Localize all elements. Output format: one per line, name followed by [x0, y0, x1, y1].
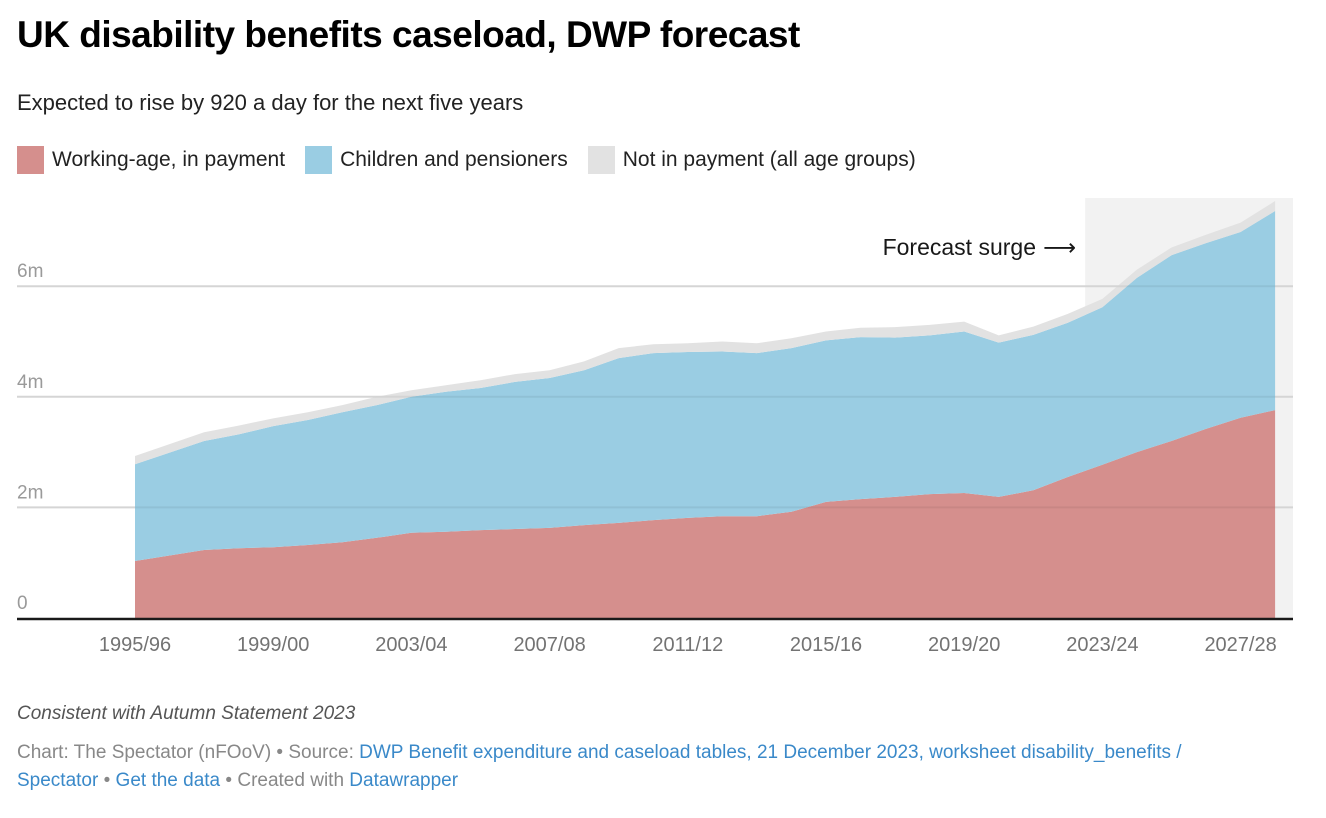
source-link[interactable]: DWP Benefit expenditure and caseload tab…: [17, 742, 1182, 791]
legend-item-working-age: Working-age, in payment: [17, 146, 285, 174]
area-children-pensioners: [135, 211, 1276, 561]
legend-label: Working-age, in payment: [52, 148, 286, 171]
x-tick-label: 2011/12: [652, 634, 723, 656]
separator: •: [271, 742, 289, 763]
chart-area: 0 2m 4m 6m 1995/96 1999/00 2003/04 2007/08 2011…: [17, 198, 1293, 656]
datawrapper-link[interactable]: Datawrapper: [349, 770, 459, 791]
legend-swatch-not-in-payment: [587, 146, 615, 174]
legend: Working-age, in payment Children and pen…: [17, 146, 936, 174]
separator: •: [98, 770, 116, 791]
area-working-age: [135, 410, 1276, 618]
x-tick-label: 2019/20: [928, 634, 1000, 656]
y-tick-label: 4m: [17, 372, 43, 393]
x-tick-label: 2027/28: [1204, 634, 1276, 656]
x-tick-label: 1999/00: [237, 634, 309, 656]
x-tick-label: 1995/96: [99, 634, 171, 656]
legend-label: Children and pensioners: [340, 148, 568, 171]
x-tick-label: 2003/04: [375, 634, 447, 656]
chart-note: Consistent with Autumn Statement 2023: [17, 703, 356, 724]
legend-swatch-working-age: [17, 146, 44, 174]
x-tick-label: 2015/16: [790, 634, 862, 656]
x-tick-label: 2023/24: [1066, 634, 1138, 656]
chart-subtitle: Expected to rise by 920 a day for the ne…: [17, 90, 524, 115]
y-tick-label: 2m: [17, 482, 43, 503]
forecast-arrow-icon: ⟶: [1043, 234, 1076, 260]
y-tick-label: 0: [17, 593, 28, 614]
legend-label: Not in payment (all age groups): [622, 148, 916, 171]
legend-swatch-children-pensioners: [305, 146, 333, 174]
chart-footer: Chart: The Spectator (nFOoV) • Source: D…: [17, 739, 1217, 795]
forecast-annotation: Forecast surge: [883, 234, 1036, 260]
x-tick-label: 2007/08: [513, 634, 585, 656]
chart-credit: Chart: The Spectator (nFOoV): [17, 742, 272, 763]
legend-item-not-in-payment: Not in payment (all age groups): [587, 146, 916, 174]
created-prefix: Created with: [237, 770, 350, 791]
y-tick-label: 6m: [17, 261, 43, 282]
get-the-data-link[interactable]: Get the data: [115, 770, 221, 791]
legend-item-children-pensioners: Children and pensioners: [305, 146, 568, 174]
chart-title: UK disability benefits caseload, DWP for…: [17, 14, 800, 55]
separator: •: [220, 770, 238, 791]
source-prefix: Source:: [288, 742, 360, 763]
